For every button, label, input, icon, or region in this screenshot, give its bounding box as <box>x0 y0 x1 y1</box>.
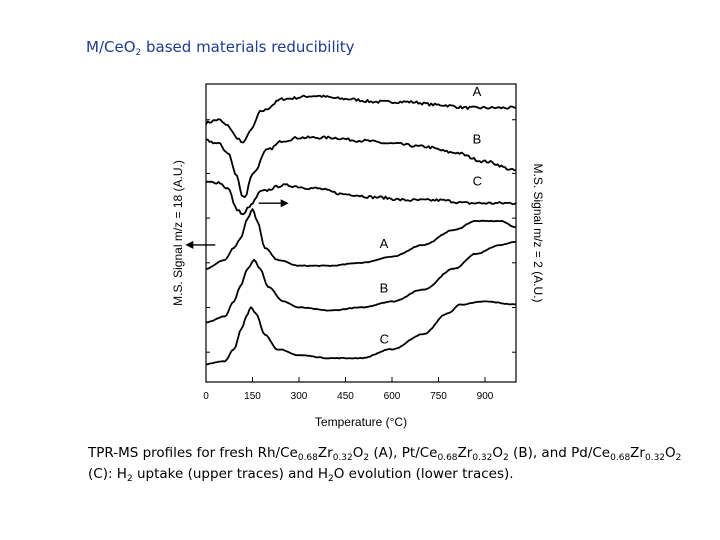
series-layer <box>205 94 517 366</box>
arrow-layer <box>185 199 289 249</box>
caption-subscript: 0.68 <box>610 453 631 463</box>
caption-text: (C): H <box>88 466 127 482</box>
caption-text: Zr <box>317 445 333 461</box>
caption-text: Zr <box>630 445 645 461</box>
series-line-lower-B <box>205 241 517 324</box>
series-label-upper-C: C <box>473 173 482 188</box>
series-label-upper-A: A <box>473 84 482 99</box>
caption-text: O <box>665 445 676 461</box>
y-axis-title-right: M.S. Signal m/z = 2 (A.U.) <box>531 163 545 302</box>
plot-frame <box>205 83 517 383</box>
caption-subscript: 0.32 <box>472 453 493 463</box>
y-axis-title-left: M.S. Signal m/z = 18 (A.U.) <box>171 160 185 306</box>
caption-subscript: 0.68 <box>297 453 318 463</box>
caption-text: O <box>352 445 364 461</box>
caption-subscript: 2 <box>126 474 133 484</box>
series-label-upper-B: B <box>473 132 482 147</box>
x-axis-title: Temperature (°C) <box>315 415 407 429</box>
caption-subscript: 2 <box>363 453 370 463</box>
figure-caption: TPR-MS profiles for fresh Rh/Ce0.68Zr0.3… <box>88 443 698 485</box>
series-line-lower-A <box>205 208 516 270</box>
caption-subscript: 2 <box>328 474 334 484</box>
caption-subscript: 0.32 <box>332 453 353 463</box>
series-label-lower-C: C <box>380 331 389 346</box>
x-tick-label: 300 <box>291 391 308 402</box>
ticks: 0 150 300 450 600 750 900 <box>203 119 516 402</box>
x-tick-label: 450 <box>337 391 354 402</box>
arrow-left-head <box>185 240 194 249</box>
caption-text: O evolution (lower traces). <box>333 466 514 482</box>
caption-subscript: 0.32 <box>644 453 666 463</box>
series-line-upper-B <box>206 135 517 198</box>
series-line-upper-A <box>205 94 517 144</box>
caption-subscript: 0.68 <box>437 453 458 463</box>
caption-text: uptake (upper traces) and H <box>132 466 328 482</box>
caption-subscript: 2 <box>675 453 682 463</box>
x-tick-label: 750 <box>430 391 447 402</box>
x-tick-label: 0 <box>203 391 209 402</box>
slide-title: M/CeO2 based materials reducibility <box>86 38 355 58</box>
x-tick-label: 150 <box>244 391 261 402</box>
series-label-lower-B: B <box>380 281 389 296</box>
caption-text: (B), and Pd/Ce <box>508 445 611 461</box>
x-tick-label: 900 <box>477 391 494 402</box>
label-layer: A B C A B C <box>380 84 482 346</box>
caption-text: TPR-MS profiles for fresh Rh/Ce <box>88 445 298 461</box>
series-line-upper-C <box>205 180 517 216</box>
series-line-lower-C <box>205 300 517 366</box>
caption-subscript: 2 <box>503 453 509 463</box>
series-label-lower-A: A <box>380 236 389 251</box>
arrow-right-head <box>280 199 289 208</box>
caption-text: O <box>492 445 504 461</box>
title-subscript: 2 <box>135 48 142 58</box>
caption-text: Zr <box>457 445 473 461</box>
x-tick-label: 600 <box>384 391 401 402</box>
title-main: M/CeO <box>86 38 136 56</box>
title-rest: based materials reducibility <box>141 38 355 56</box>
caption-text: (A), Pt/Ce <box>369 445 438 461</box>
